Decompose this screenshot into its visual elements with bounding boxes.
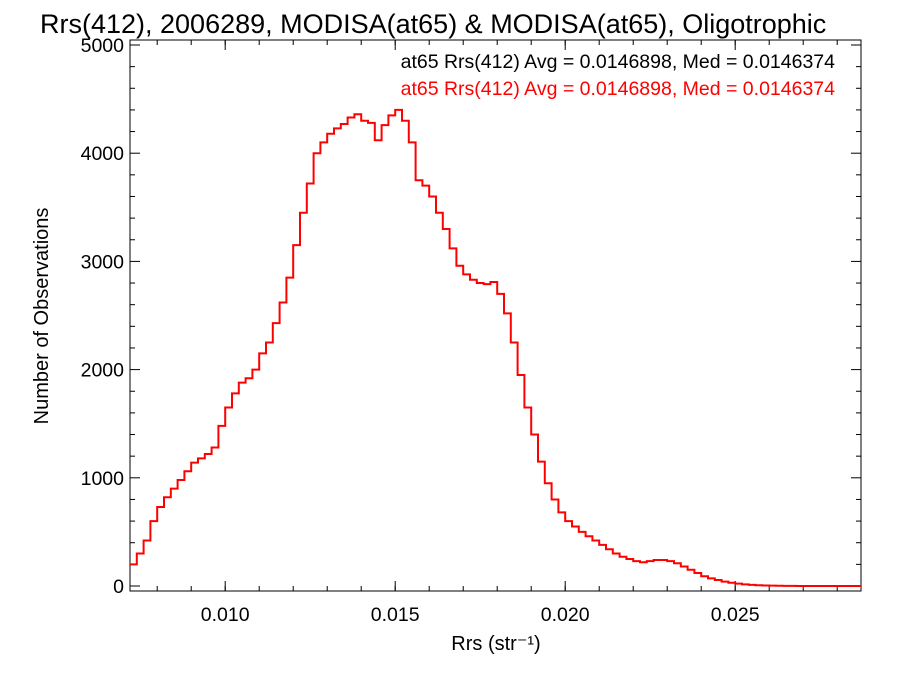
y-tick-label: 4000 (81, 143, 125, 165)
y-tick-label: 5000 (81, 35, 125, 57)
plot-frame (129, 39, 862, 592)
histogram-series-line (130, 108, 861, 587)
y-tick-label: 2000 (81, 360, 125, 382)
stats-annotation-red: at65 Rrs(412) Avg = 0.0146898, Med = 0.0… (401, 78, 836, 100)
stats-annotation-black: at65 Rrs(412) Avg = 0.0146898, Med = 0.0… (401, 51, 836, 73)
y-tick-label: 0 (113, 576, 124, 598)
y-tick-label: 3000 (81, 251, 125, 273)
y-tick-label: 1000 (81, 468, 125, 490)
x-axis-ticks: 0.010 0.015 0.020 0.025 (156, 40, 838, 626)
y-axis-ticks: 0 1000 2000 3000 4000 5000 (81, 35, 861, 598)
x-axis-label: Rrs (str⁻¹) (451, 633, 540, 655)
x-tick-label: 0.020 (541, 604, 590, 626)
x-tick-label: 0.025 (711, 604, 760, 626)
x-tick-label: 0.010 (201, 604, 250, 626)
x-tick-label: 0.015 (371, 604, 420, 626)
y-axis-label: Number of Observations (31, 208, 53, 425)
chart-title: Rrs(412), 2006289, MODISA(at65) & MODISA… (40, 9, 826, 39)
